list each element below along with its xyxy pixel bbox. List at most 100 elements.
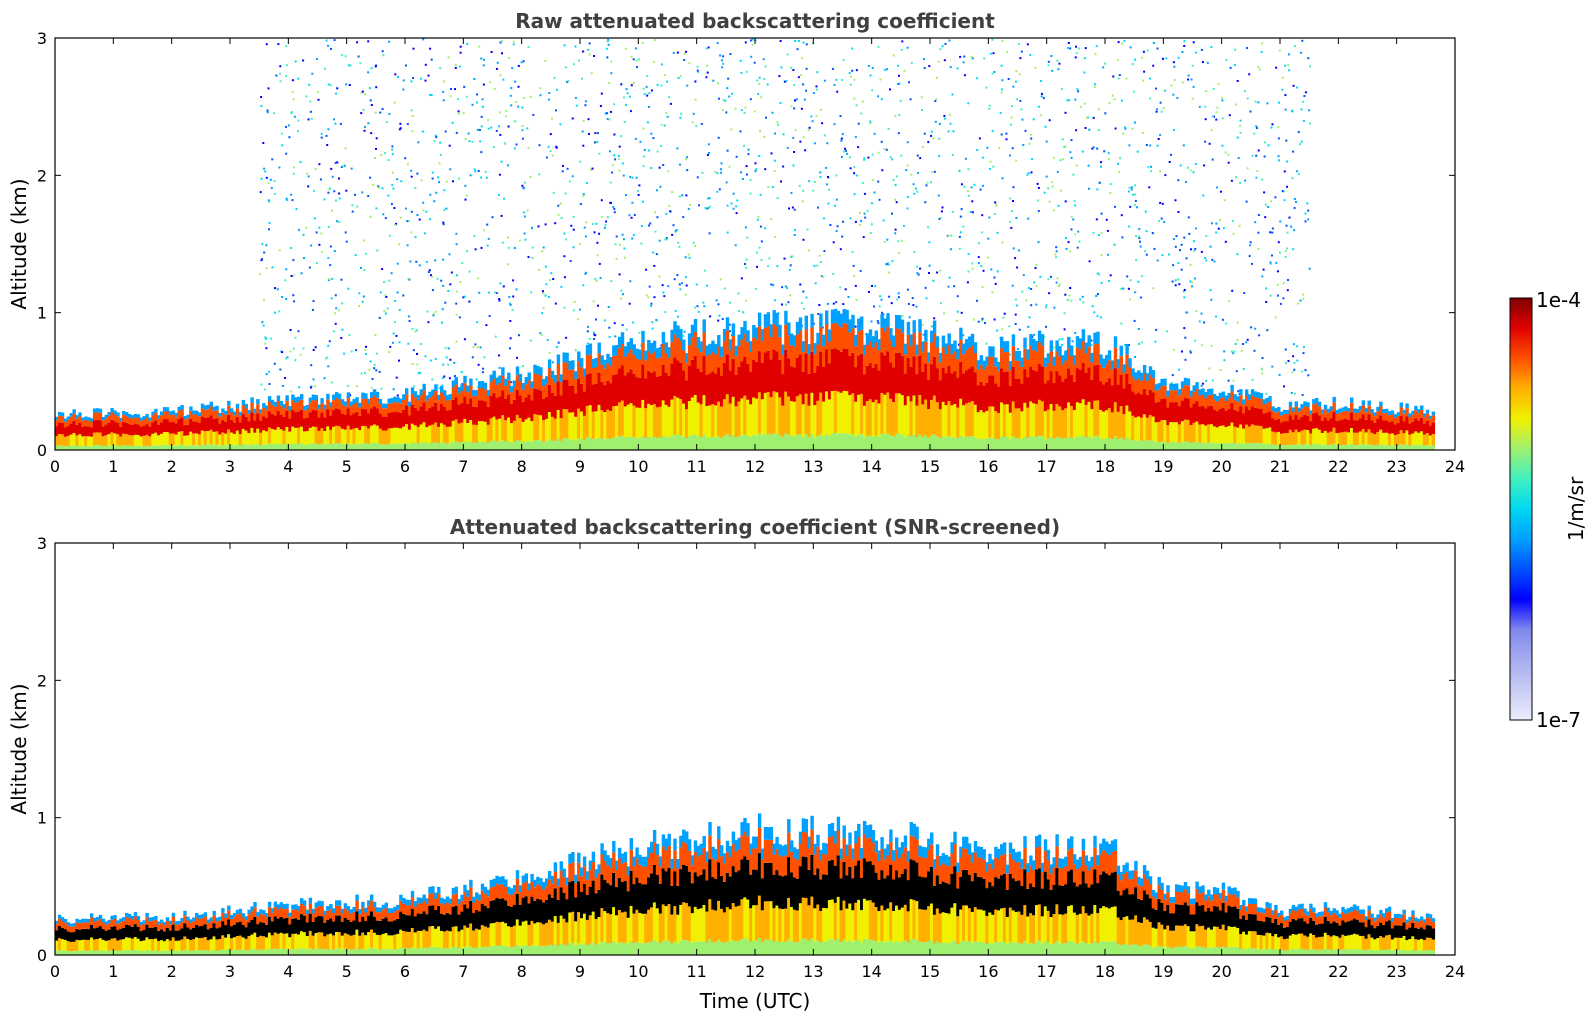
backscatter-cell <box>883 331 887 356</box>
backscatter-cell <box>760 362 765 400</box>
noise-pixel <box>504 115 507 118</box>
noise-pixel <box>1156 108 1158 111</box>
backscatter-cell <box>591 439 596 450</box>
backscatter-cell <box>250 402 254 413</box>
noise-pixel <box>559 123 562 126</box>
backscatter-cell <box>518 440 523 450</box>
noise-pixel <box>292 98 295 101</box>
noise-pixel <box>625 103 627 106</box>
noise-pixel <box>587 118 590 121</box>
noise-pixel <box>1082 301 1085 304</box>
backscatter-cell <box>900 332 905 357</box>
backscatter-cell <box>1367 414 1371 430</box>
backscatter-cell <box>416 426 421 444</box>
noise-pixel <box>573 63 575 66</box>
backscatter-cell <box>262 403 266 408</box>
backscatter-cell <box>1023 348 1027 369</box>
backscatter-cell <box>1175 402 1179 423</box>
backscatter-cell <box>133 434 138 446</box>
noise-pixel <box>1283 199 1286 202</box>
noise-pixel <box>694 80 697 83</box>
noise-pixel <box>1093 311 1096 314</box>
backscatter-cell <box>930 364 934 400</box>
noise-pixel <box>453 375 456 377</box>
backscatter-cell <box>1105 364 1109 382</box>
backscatter-cell <box>442 442 447 450</box>
noise-pixel <box>367 71 370 74</box>
backscatter-cell <box>1011 334 1016 346</box>
noise-pixel <box>1086 116 1089 119</box>
backscatter-cell <box>300 399 304 410</box>
backscatter-cell <box>1425 413 1430 421</box>
backscatter-cell <box>197 423 202 435</box>
backscatter-cell <box>1037 342 1042 364</box>
noise-pixel <box>661 284 664 287</box>
backscatter-cell <box>819 433 823 450</box>
backscatter-cell <box>778 435 782 450</box>
backscatter-cell <box>177 444 181 450</box>
noise-pixel <box>1176 97 1179 99</box>
backscatter-cell <box>997 361 1001 371</box>
noise-pixel <box>412 47 415 50</box>
backscatter-cell <box>550 370 555 379</box>
noise-pixel <box>648 224 650 227</box>
noise-pixel <box>571 117 574 120</box>
noise-pixel <box>367 40 370 43</box>
backscatter-cell <box>1052 382 1056 411</box>
backscatter-cell <box>615 405 619 438</box>
backscatter-cell <box>769 359 773 398</box>
noise-pixel <box>293 300 296 303</box>
noise-pixel <box>678 283 681 286</box>
noise-pixel <box>409 260 412 263</box>
noise-pixel <box>770 152 773 155</box>
backscatter-cell <box>1000 402 1004 437</box>
backscatter-cell <box>798 317 803 331</box>
backscatter-cell <box>763 393 768 434</box>
backscatter-cell <box>1058 356 1062 376</box>
backscatter-cell <box>565 409 569 439</box>
backscatter-cell <box>1315 397 1319 404</box>
backscatter-cell <box>1049 371 1053 404</box>
noise-pixel <box>365 345 367 348</box>
backscatter-cell <box>1320 420 1325 433</box>
noise-pixel <box>622 174 625 177</box>
backscatter-cell <box>90 421 94 428</box>
noise-pixel <box>773 159 776 162</box>
backscatter-cell <box>355 402 359 412</box>
backscatter-cell <box>130 445 135 450</box>
noise-pixel <box>278 249 281 252</box>
backscatter-cell <box>1081 363 1086 400</box>
noise-pixel <box>1149 144 1152 147</box>
backscatter-cell <box>445 410 450 427</box>
backscatter-cell <box>883 394 887 435</box>
noise-pixel <box>881 169 884 172</box>
noise-pixel <box>990 268 993 271</box>
noise-pixel <box>958 169 961 172</box>
backscatter-cell <box>180 431 184 445</box>
backscatter-cell <box>1215 401 1220 412</box>
backscatter-cell <box>160 422 164 434</box>
noise-pixel <box>427 271 430 274</box>
backscatter-cell <box>600 355 604 365</box>
noise-pixel <box>829 224 832 226</box>
noise-pixel <box>637 190 639 193</box>
backscatter-cell <box>1072 410 1077 439</box>
noise-pixel <box>1056 59 1059 62</box>
backscatter-cell <box>807 354 811 374</box>
noise-pixel <box>959 55 962 58</box>
backscatter-cell <box>594 383 598 412</box>
backscatter-cell <box>775 312 779 327</box>
backscatter-cell <box>1323 409 1328 418</box>
backscatter-cell <box>652 340 657 352</box>
backscatter-cell <box>938 362 943 381</box>
noise-pixel <box>921 145 924 148</box>
backscatter-cell <box>1385 420 1389 433</box>
backscatter-cell <box>367 404 371 414</box>
backscatter-cell <box>1040 401 1045 437</box>
noise-pixel <box>344 55 347 58</box>
backscatter-cell <box>833 323 838 349</box>
noise-pixel <box>291 79 294 82</box>
noise-pixel <box>264 336 267 339</box>
noise-pixel <box>482 83 485 86</box>
noise-pixel <box>592 331 595 334</box>
